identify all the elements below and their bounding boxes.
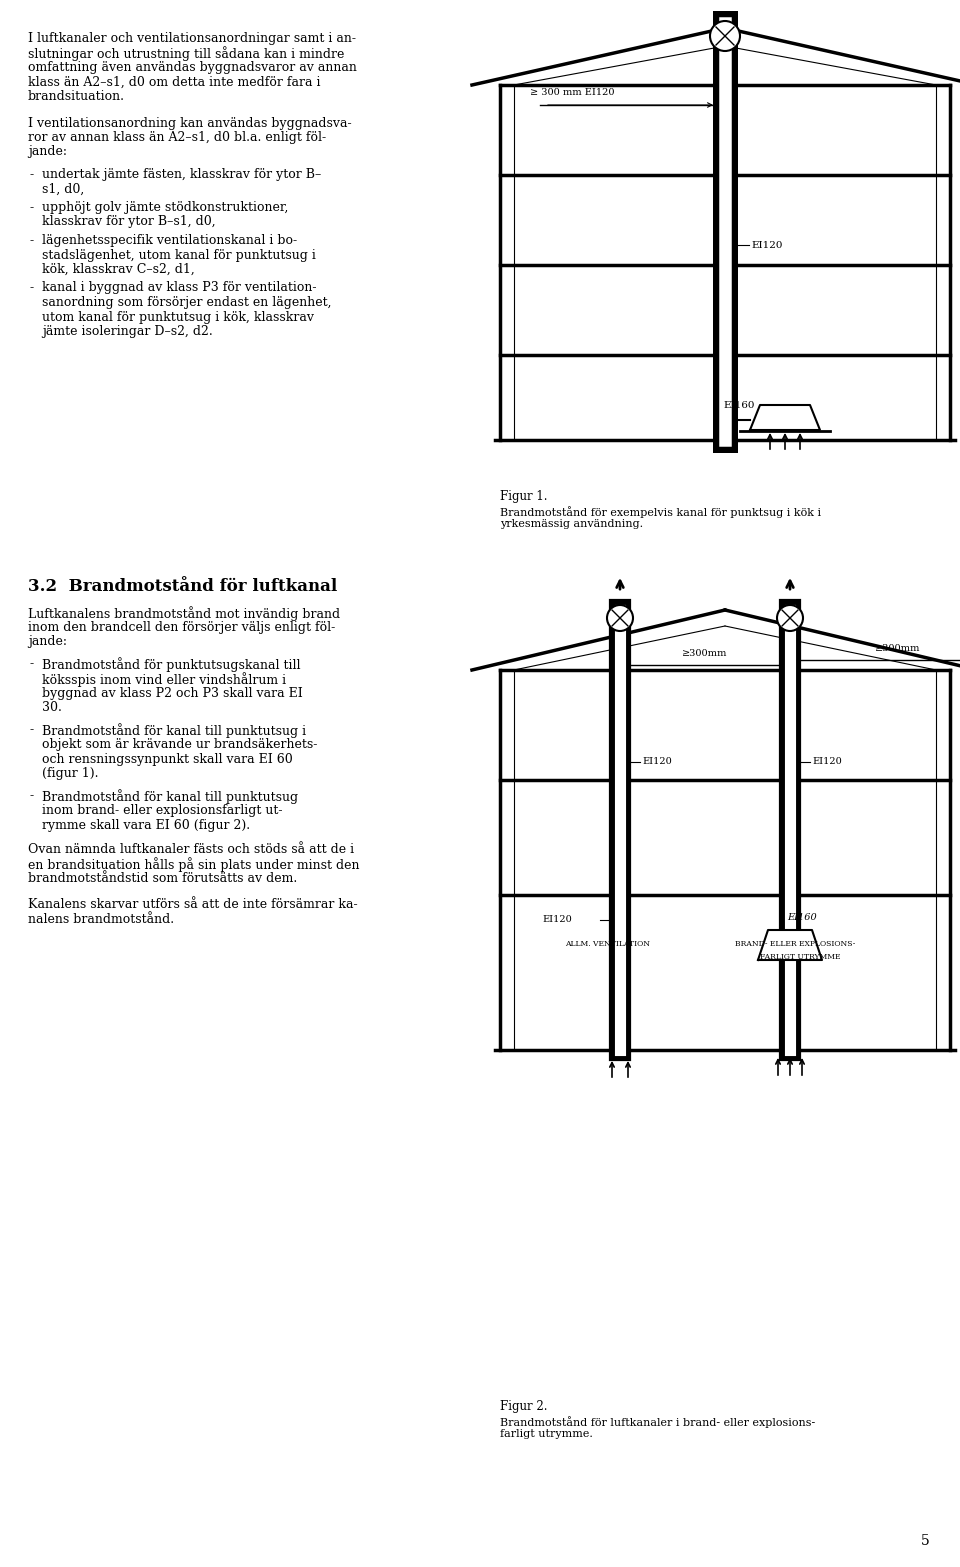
Text: EⅠ120: EⅠ120: [642, 757, 672, 766]
Text: byggnad av klass P2 och P3 skall vara EI: byggnad av klass P2 och P3 skall vara EI: [42, 686, 302, 699]
Text: I luftkanaler och ventilationsanordningar samt i an-: I luftkanaler och ventilationsanordninga…: [28, 31, 356, 45]
Text: ror av annan klass än A2–s1, d0 bl.a. enligt föl-: ror av annan klass än A2–s1, d0 bl.a. en…: [28, 132, 326, 144]
Text: en brandsituation hålls på sin plats under minst den: en brandsituation hålls på sin plats und…: [28, 857, 359, 873]
Text: Figur 1.: Figur 1.: [500, 490, 547, 503]
Text: brandsituation.: brandsituation.: [28, 89, 125, 103]
Text: och rensningssynpunkt skall vara EI 60: och rensningssynpunkt skall vara EI 60: [42, 752, 293, 766]
Text: omfattning även användas byggnadsvaror av annan: omfattning även användas byggnadsvaror a…: [28, 61, 357, 74]
Text: I ventilationsanordning kan användas byggnadsva-: I ventilationsanordning kan användas byg…: [28, 116, 351, 130]
Text: inom den brandcell den försörjer väljs enligt föl-: inom den brandcell den försörjer väljs e…: [28, 621, 335, 633]
Text: FARLIGT UTRYMME: FARLIGT UTRYMME: [760, 953, 841, 961]
Text: Luftkanalens brandmotstånd mot invändig brand: Luftkanalens brandmotstånd mot invändig …: [28, 606, 340, 621]
Text: EⅠ120: EⅠ120: [751, 240, 782, 249]
Text: 5: 5: [922, 1534, 930, 1548]
Text: ≥300mm: ≥300mm: [683, 649, 728, 658]
Text: -: -: [30, 282, 35, 295]
Polygon shape: [750, 404, 820, 429]
Text: Brandmotstånd för luftkanaler i brand- eller explosions-
farligt utrymme.: Brandmotstånd för luftkanaler i brand- e…: [500, 1417, 815, 1440]
Text: Figur 2.: Figur 2.: [500, 1399, 547, 1413]
Text: -: -: [30, 168, 35, 182]
Text: sanordning som försörjer endast en lägenhet,: sanordning som försörjer endast en lägen…: [42, 296, 331, 309]
Text: utom kanal för punktutsug i kök, klasskrav: utom kanal för punktutsug i kök, klasskr…: [42, 310, 314, 323]
Text: upphöjt golv jämte stödkonstruktioner,: upphöjt golv jämte stödkonstruktioner,: [42, 201, 288, 215]
Text: -: -: [30, 724, 35, 736]
Text: 30.: 30.: [42, 700, 61, 715]
Text: Brandmotstånd för punktutsugskanal till: Brandmotstånd för punktutsugskanal till: [42, 658, 300, 672]
Text: jämte isoleringar D–s2, d2.: jämte isoleringar D–s2, d2.: [42, 324, 213, 338]
Text: -: -: [30, 790, 35, 802]
Text: Brandmotstånd för exempelvis kanal för punktsug i kök i
yrkesmässig användning.: Brandmotstånd för exempelvis kanal för p…: [500, 506, 821, 530]
Text: undertak jämte fästen, klasskrav för ytor B–: undertak jämte fästen, klasskrav för yto…: [42, 168, 322, 182]
Text: Ovan nämnda luftkanaler fästs och stöds så att de i: Ovan nämnda luftkanaler fästs och stöds …: [28, 843, 354, 856]
Text: jande:: jande:: [28, 635, 67, 649]
Text: EⅠ160: EⅠ160: [723, 401, 755, 411]
Text: -: -: [30, 658, 35, 671]
Text: -: -: [30, 201, 35, 215]
Text: inom brand- eller explosionsfarligt ut-: inom brand- eller explosionsfarligt ut-: [42, 804, 282, 816]
Text: lägenhetsspecifik ventilationskanal i bo-: lägenhetsspecifik ventilationskanal i bo…: [42, 233, 298, 248]
Text: -: -: [30, 233, 35, 248]
Text: brandmotståndstid som förutsätts av dem.: brandmotståndstid som förutsätts av dem.: [28, 871, 298, 885]
Text: 3.2  Brandmotstånd för luftkanal: 3.2 Brandmotstånd för luftkanal: [28, 578, 337, 595]
Text: Brandmotstånd för kanal till punktutsug: Brandmotstånd för kanal till punktutsug: [42, 790, 299, 804]
Text: rymme skall vara EI 60 (figur 2).: rymme skall vara EI 60 (figur 2).: [42, 818, 251, 832]
Polygon shape: [758, 929, 822, 961]
Text: köksspis inom vind eller vindshålrum i: köksspis inom vind eller vindshålrum i: [42, 672, 286, 686]
Text: s1, d0,: s1, d0,: [42, 182, 84, 196]
Text: EⅠ120: EⅠ120: [542, 915, 572, 925]
Circle shape: [777, 605, 803, 632]
Text: nalens brandmotstånd.: nalens brandmotstånd.: [28, 914, 174, 926]
Text: (figur 1).: (figur 1).: [42, 766, 99, 780]
Circle shape: [607, 605, 633, 632]
Circle shape: [710, 20, 740, 52]
Text: ≥300mm: ≥300mm: [875, 644, 921, 653]
Text: ALLM. VENTILATION: ALLM. VENTILATION: [565, 940, 650, 948]
Text: stadslägenhet, utom kanal för punktutsug i: stadslägenhet, utom kanal för punktutsug…: [42, 249, 316, 262]
Text: jande:: jande:: [28, 146, 67, 158]
Text: EⅠ160: EⅠ160: [787, 914, 817, 921]
Text: EⅠ120: EⅠ120: [812, 757, 842, 766]
Text: BRAND- ELLER EXPLOSIONS-: BRAND- ELLER EXPLOSIONS-: [735, 940, 855, 948]
Text: kök, klasskrav C–s2, d1,: kök, klasskrav C–s2, d1,: [42, 263, 195, 276]
Text: klass än A2–s1, d0 om detta inte medför fara i: klass än A2–s1, d0 om detta inte medför …: [28, 75, 321, 88]
Text: kanal i byggnad av klass P3 för ventilation-: kanal i byggnad av klass P3 för ventilat…: [42, 282, 317, 295]
Text: objekt som är krävande ur brandsäkerhets-: objekt som är krävande ur brandsäkerhets…: [42, 738, 318, 751]
Text: ≥ 300 mm EⅠ120: ≥ 300 mm EⅠ120: [530, 88, 614, 97]
Text: Kanalens skarvar utförs så att de inte försämrar ka-: Kanalens skarvar utförs så att de inte f…: [28, 898, 358, 912]
Text: Brandmotstånd för kanal till punktutsug i: Brandmotstånd för kanal till punktutsug …: [42, 724, 306, 738]
Text: klasskrav för ytor B–s1, d0,: klasskrav för ytor B–s1, d0,: [42, 216, 216, 229]
Text: slutningar och utrustning till sådana kan i mindre: slutningar och utrustning till sådana ka…: [28, 47, 345, 61]
